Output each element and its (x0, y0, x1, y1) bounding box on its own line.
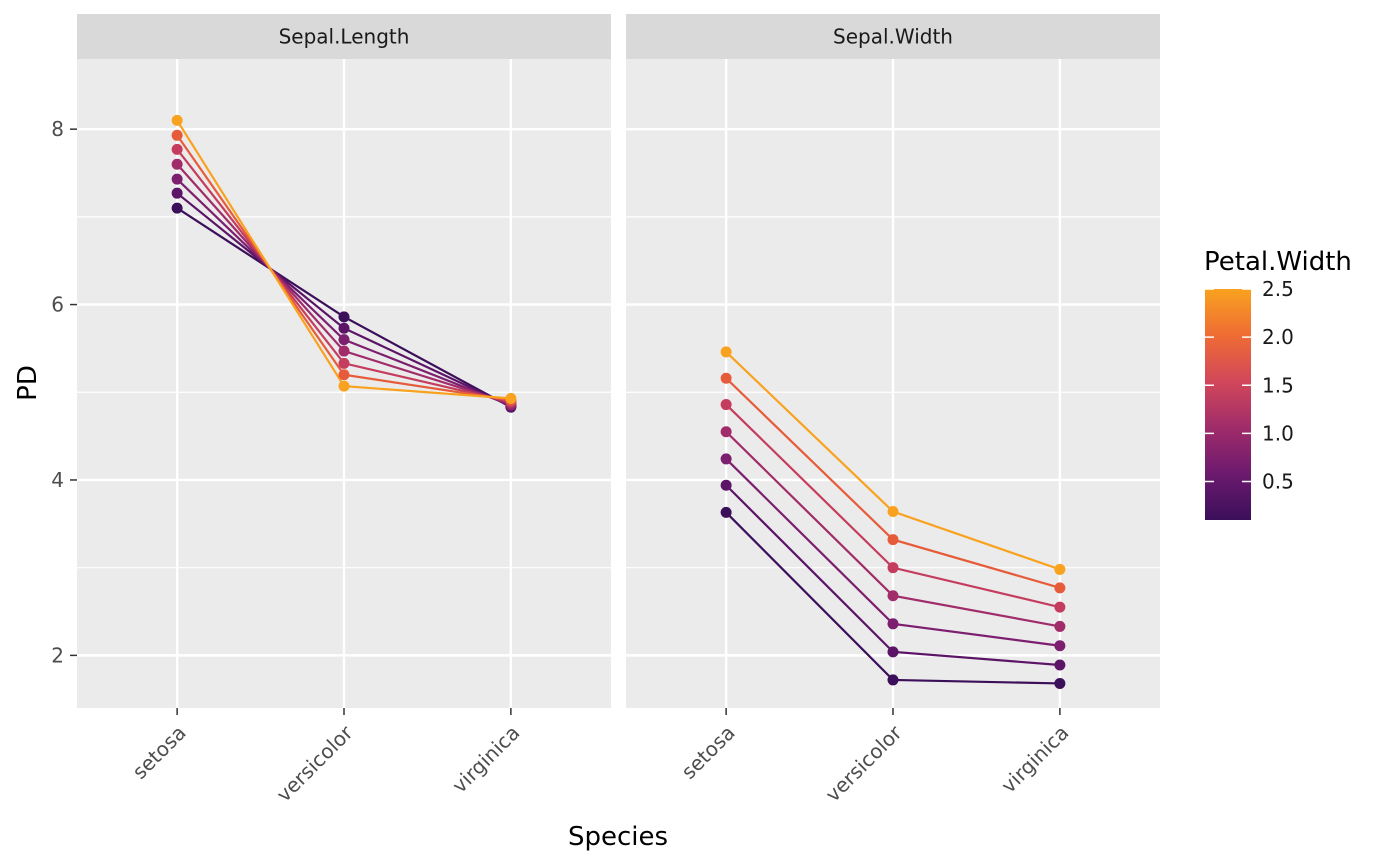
data-point (720, 453, 732, 465)
legend-colorbar (1205, 289, 1251, 520)
data-point (338, 322, 350, 334)
data-point (1054, 601, 1066, 613)
x-axis-title: Species (568, 822, 668, 852)
data-point (505, 392, 517, 404)
data-point (171, 158, 183, 170)
data-point (338, 345, 350, 357)
data-point (720, 346, 732, 358)
data-point (720, 399, 732, 411)
data-point (720, 372, 732, 384)
facet-strip (77, 14, 611, 59)
panel-sepal-length: Sepal.Length setosa versicolor virginica (77, 14, 611, 807)
y-tick-label: 8 (51, 117, 64, 141)
data-point (171, 114, 183, 126)
data-point (171, 202, 183, 214)
data-point (338, 380, 350, 392)
legend-title: Petal.Width (1204, 247, 1352, 277)
data-point (887, 562, 899, 574)
y-axis-title: PD (13, 365, 43, 401)
data-point (171, 173, 183, 185)
data-point (1054, 659, 1066, 671)
y-tick-label: 6 (51, 293, 64, 317)
x-tick-label: versicolor (821, 720, 908, 807)
data-point (338, 311, 350, 323)
data-point (887, 590, 899, 602)
legend-tick-label: 1.5 (1262, 373, 1294, 397)
data-point (887, 646, 899, 658)
x-tick-label: setosa (127, 721, 190, 784)
y-tick-label: 4 (51, 468, 64, 492)
legend-tick-label: 2.0 (1262, 325, 1294, 349)
legend: Petal.Width 0.5 1.0 1.5 2.0 2.5 (1204, 247, 1352, 520)
data-point (887, 674, 899, 686)
panel-sepal-width: Sepal.Width setosa versicolor virginica (626, 14, 1160, 807)
legend-tick-label: 0.5 (1262, 470, 1294, 494)
data-point (887, 618, 899, 630)
legend-tick-label: 2.5 (1262, 277, 1294, 301)
data-point (1054, 620, 1066, 632)
data-point (720, 426, 732, 438)
legend-tick-label: 1.0 (1262, 421, 1294, 445)
data-point (887, 506, 899, 518)
data-point (338, 369, 350, 381)
data-point (338, 334, 350, 346)
facet-strip (626, 14, 1160, 59)
data-point (720, 506, 732, 518)
data-point (1054, 582, 1066, 594)
data-point (887, 534, 899, 546)
legend-ticks: 0.5 1.0 1.5 2.0 2.5 (1205, 277, 1294, 494)
x-tick-label: versicolor (272, 720, 359, 807)
data-point (171, 187, 183, 199)
x-tick-label: virginica (996, 721, 1073, 798)
data-point (338, 357, 350, 369)
data-point (720, 479, 732, 491)
y-axis: 2 4 6 8 (51, 117, 77, 667)
data-point (1054, 640, 1066, 652)
facet-strip-label: Sepal.Width (833, 25, 953, 49)
data-point (1054, 677, 1066, 689)
x-tick-label: setosa (676, 721, 739, 784)
x-tick-label: virginica (447, 721, 524, 798)
data-point (171, 129, 183, 141)
facet-strip-label: Sepal.Length (279, 25, 410, 49)
y-tick-label: 2 (51, 643, 64, 667)
data-point (171, 143, 183, 155)
data-point (1054, 563, 1066, 575)
